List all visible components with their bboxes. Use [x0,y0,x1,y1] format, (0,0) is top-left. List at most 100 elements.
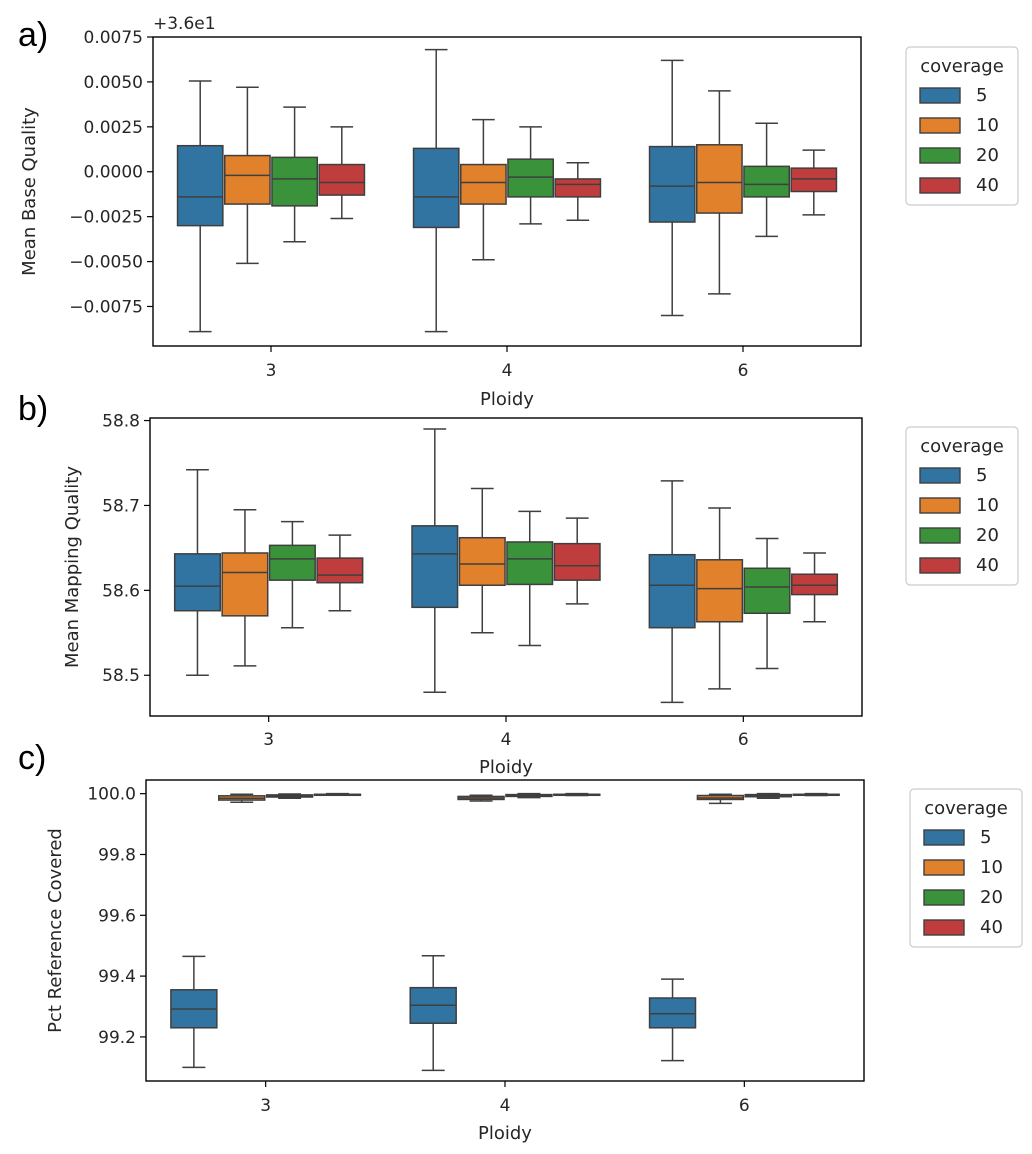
box-4-coverage-5 [412,48,460,333]
box-4-coverage-20 [505,792,553,799]
legend-label-40: 40 [976,555,999,576]
box-4-coverage-10 [458,487,506,634]
x-tick-label: 3 [263,730,274,750]
panel-label: b) [18,390,48,428]
legend: coverage 5 10 20 40 [905,426,1019,586]
legend-label-10: 10 [980,857,1003,878]
legend-swatch-10 [923,859,965,876]
box-body [554,178,602,198]
box-3-coverage-40 [316,534,364,612]
box-body [695,144,743,214]
y-tick-label: −0.0075 [69,297,143,317]
x-tick-label: 6 [738,730,749,750]
legend-label-40: 40 [976,175,999,196]
legend-label-10: 10 [976,115,999,136]
y-axis-label: Mean Base Quality [19,107,40,276]
box-3-coverage-20 [265,793,314,799]
panel-3: c) 100.0 99.8 99.6 99.4 99.2 3 4 6 Ploidy Pct Refe… [18,739,1023,1144]
legend-frame [905,426,1019,586]
legend-swatch-40 [919,557,961,574]
box-body [743,165,791,198]
box-3-coverage-40 [318,126,366,220]
box-body [412,147,460,229]
box-6-coverage-5 [648,59,696,317]
y-tick-label: 99.6 [98,906,136,926]
box-body [790,167,838,193]
legend-swatch-20 [919,147,961,164]
legend: coverage 5 10 20 40 [905,46,1019,206]
box-body [268,544,316,581]
box-body [411,525,459,609]
box-4-coverage-20 [507,126,555,225]
box-body [316,557,364,584]
offset-text: +3.6e1 [153,14,216,34]
box-3-coverage-5 [173,469,222,676]
y-tick-label: 58.7 [102,496,140,516]
box-3-coverage-10 [223,86,271,265]
legend: coverage 5 10 20 40 [909,788,1023,948]
box-4-coverage-5 [409,954,457,1072]
legend-swatch-10 [919,117,961,134]
box-body [553,542,601,581]
legend-swatch-5 [919,87,961,104]
box-6-coverage-40 [792,792,840,797]
box-body [271,156,319,207]
x-tick-label: 6 [739,1096,750,1116]
plot-frame [145,779,865,1082]
box-body [223,154,271,205]
box-6-coverage-10 [696,793,745,805]
x-tick-label: 4 [501,730,512,750]
box-body [648,145,696,223]
box-body [221,552,269,617]
box-6-coverage-40 [790,149,838,216]
legend-swatch-20 [919,527,961,544]
box-body [790,573,839,596]
y-tick-label: 99.4 [98,967,136,987]
box-body [173,553,222,612]
legend-swatch-5 [923,829,965,846]
box-body [507,158,555,198]
x-tick-label: 4 [500,1096,511,1116]
box-3-coverage-5 [170,955,218,1069]
box-3-coverage-40 [313,792,362,797]
box-6-coverage-20 [743,122,791,238]
x-tick-label: 6 [738,361,749,381]
legend-frame [905,46,1019,206]
legend-title: coverage [920,56,1004,77]
y-tick-label: −0.0025 [69,208,143,228]
box-body [506,541,554,586]
y-tick-label: 58.8 [102,412,140,432]
x-axis-label: Ploidy [479,757,533,778]
box-body [648,997,697,1029]
box-body [696,559,744,623]
box-4-coverage-40 [553,792,601,797]
y-tick-label: 99.8 [98,845,136,865]
panel-label: a) [18,16,48,54]
legend-title: coverage [924,798,1008,819]
y-tick-label: 58.6 [102,581,140,601]
panel-label: c) [18,739,46,777]
legend-title: coverage [920,436,1004,457]
legend-label-20: 20 [976,525,999,546]
x-tick-label: 3 [260,1096,271,1116]
box-4-coverage-5 [411,428,459,693]
box-6-coverage-40 [790,552,839,623]
box-6-coverage-5 [648,480,696,704]
y-tick-label: 99.2 [98,1028,136,1048]
panel-2: b) 58.8 58.7 58.6 58.5 3 4 6 Ploidy Mean Mapping … [18,390,1019,778]
legend-frame [909,788,1023,948]
x-tick-label: 3 [266,361,277,381]
box-body [459,163,507,205]
x-axis-label: Ploidy [478,1123,532,1144]
box-body [318,163,366,196]
y-tick-label: 0.0050 [84,73,143,93]
box-4-coverage-20 [506,510,554,647]
plot-frame [149,417,863,717]
legend-swatch-20 [923,889,965,906]
legend-swatch-40 [919,177,961,194]
legend-label-5: 5 [976,465,987,486]
box-4-coverage-40 [554,162,602,221]
box-4-coverage-10 [457,794,505,802]
y-tick-label: 100.0 [87,785,136,805]
